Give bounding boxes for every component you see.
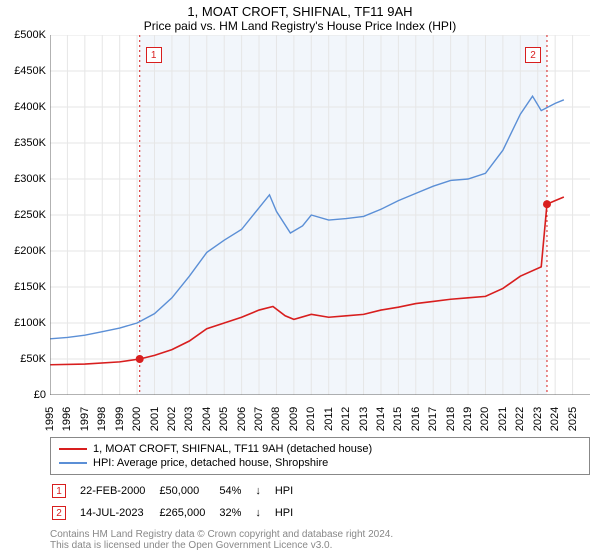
transaction-marker: 1 bbox=[52, 484, 66, 498]
transaction-suffix: HPI bbox=[275, 503, 305, 523]
y-tick-label: £350K bbox=[14, 137, 46, 149]
x-tick-label: 2008 bbox=[270, 407, 282, 431]
x-tick-label: 2022 bbox=[514, 407, 526, 431]
y-tick-label: £250K bbox=[14, 209, 46, 221]
chart-subtitle: Price paid vs. HM Land Registry's House … bbox=[0, 19, 600, 35]
transaction-price: £50,000 bbox=[159, 481, 217, 501]
transaction-row: 1 22-FEB-2000 £50,000 54% ↓ HPI bbox=[52, 481, 305, 501]
x-tick-label: 2016 bbox=[410, 407, 422, 431]
chart-svg bbox=[50, 35, 590, 395]
footer-line2: This data is licensed under the Open Gov… bbox=[50, 540, 590, 551]
y-tick-label: £150K bbox=[14, 281, 46, 293]
x-tick-label: 2001 bbox=[149, 407, 161, 431]
legend-row: 1, MOAT CROFT, SHIFNAL, TF11 9AH (detach… bbox=[59, 442, 581, 456]
y-tick-label: £450K bbox=[14, 65, 46, 77]
marker-label-1: 1 bbox=[146, 47, 162, 63]
legend-label: 1, MOAT CROFT, SHIFNAL, TF11 9AH (detach… bbox=[93, 443, 372, 455]
legend-row: HPI: Average price, detached house, Shro… bbox=[59, 456, 581, 470]
x-tick-label: 2000 bbox=[131, 407, 143, 431]
x-tick-label: 2013 bbox=[358, 407, 370, 431]
x-tick-label: 2011 bbox=[323, 407, 335, 431]
transaction-date: 22-FEB-2000 bbox=[80, 481, 157, 501]
transaction-pct: 32% bbox=[219, 503, 253, 523]
transaction-dir: ↓ bbox=[255, 503, 273, 523]
x-tick-label: 2010 bbox=[305, 407, 317, 431]
x-tick-label: 1996 bbox=[61, 407, 73, 431]
x-tick-label: 2003 bbox=[183, 407, 195, 431]
y-tick-label: £400K bbox=[14, 101, 46, 113]
y-tick-label: £50K bbox=[20, 353, 46, 365]
x-tick-label: 2021 bbox=[497, 407, 509, 431]
y-tick-label: £300K bbox=[14, 173, 46, 185]
x-tick-label: 2007 bbox=[253, 407, 265, 431]
x-tick-label: 1997 bbox=[79, 407, 91, 431]
legend-label: HPI: Average price, detached house, Shro… bbox=[93, 457, 328, 469]
x-tick-label: 1995 bbox=[44, 407, 56, 431]
transactions-table: 1 22-FEB-2000 £50,000 54% ↓ HPI 2 14-JUL… bbox=[50, 479, 307, 525]
chart-container: 1, MOAT CROFT, SHIFNAL, TF11 9AH Price p… bbox=[0, 0, 600, 560]
x-tick-label: 2019 bbox=[462, 407, 474, 431]
footer-line1: Contains HM Land Registry data © Crown c… bbox=[50, 529, 590, 540]
transaction-marker: 2 bbox=[52, 506, 66, 520]
x-tick-label: 2015 bbox=[392, 407, 404, 431]
x-tick-label: 2023 bbox=[532, 407, 544, 431]
y-tick-label: £100K bbox=[14, 317, 46, 329]
transaction-dir: ↓ bbox=[255, 481, 273, 501]
x-tick-label: 2020 bbox=[479, 407, 491, 431]
x-tick-label: 2014 bbox=[375, 407, 387, 431]
x-tick-label: 2024 bbox=[549, 407, 561, 431]
transaction-suffix: HPI bbox=[275, 481, 305, 501]
x-tick-label: 2025 bbox=[567, 407, 579, 431]
x-tick-label: 2004 bbox=[201, 407, 213, 431]
legend: 1, MOAT CROFT, SHIFNAL, TF11 9AH (detach… bbox=[50, 437, 590, 475]
transaction-date: 14-JUL-2023 bbox=[80, 503, 157, 523]
legend-swatch bbox=[59, 448, 87, 450]
x-tick-label: 2012 bbox=[340, 407, 352, 431]
chart-title: 1, MOAT CROFT, SHIFNAL, TF11 9AH bbox=[0, 0, 600, 19]
transaction-row: 2 14-JUL-2023 £265,000 32% ↓ HPI bbox=[52, 503, 305, 523]
footer: Contains HM Land Registry data © Crown c… bbox=[50, 529, 590, 551]
x-tick-label: 2009 bbox=[288, 407, 300, 431]
x-tick-label: 2018 bbox=[445, 407, 457, 431]
y-tick-label: £0 bbox=[34, 389, 46, 401]
transaction-price: £265,000 bbox=[159, 503, 217, 523]
x-tick-label: 2005 bbox=[218, 407, 230, 431]
y-tick-label: £200K bbox=[14, 245, 46, 257]
marker-label-2: 2 bbox=[525, 47, 541, 63]
legend-swatch bbox=[59, 462, 87, 464]
transaction-pct: 54% bbox=[219, 481, 253, 501]
y-tick-label: £500K bbox=[14, 29, 46, 41]
x-tick-label: 2006 bbox=[236, 407, 248, 431]
x-tick-label: 1999 bbox=[114, 407, 126, 431]
x-tick-label: 1998 bbox=[96, 407, 108, 431]
x-tick-label: 2002 bbox=[166, 407, 178, 431]
x-tick-label: 2017 bbox=[427, 407, 439, 431]
chart-area: £0£50K£100K£150K£200K£250K£300K£350K£400… bbox=[50, 35, 590, 395]
